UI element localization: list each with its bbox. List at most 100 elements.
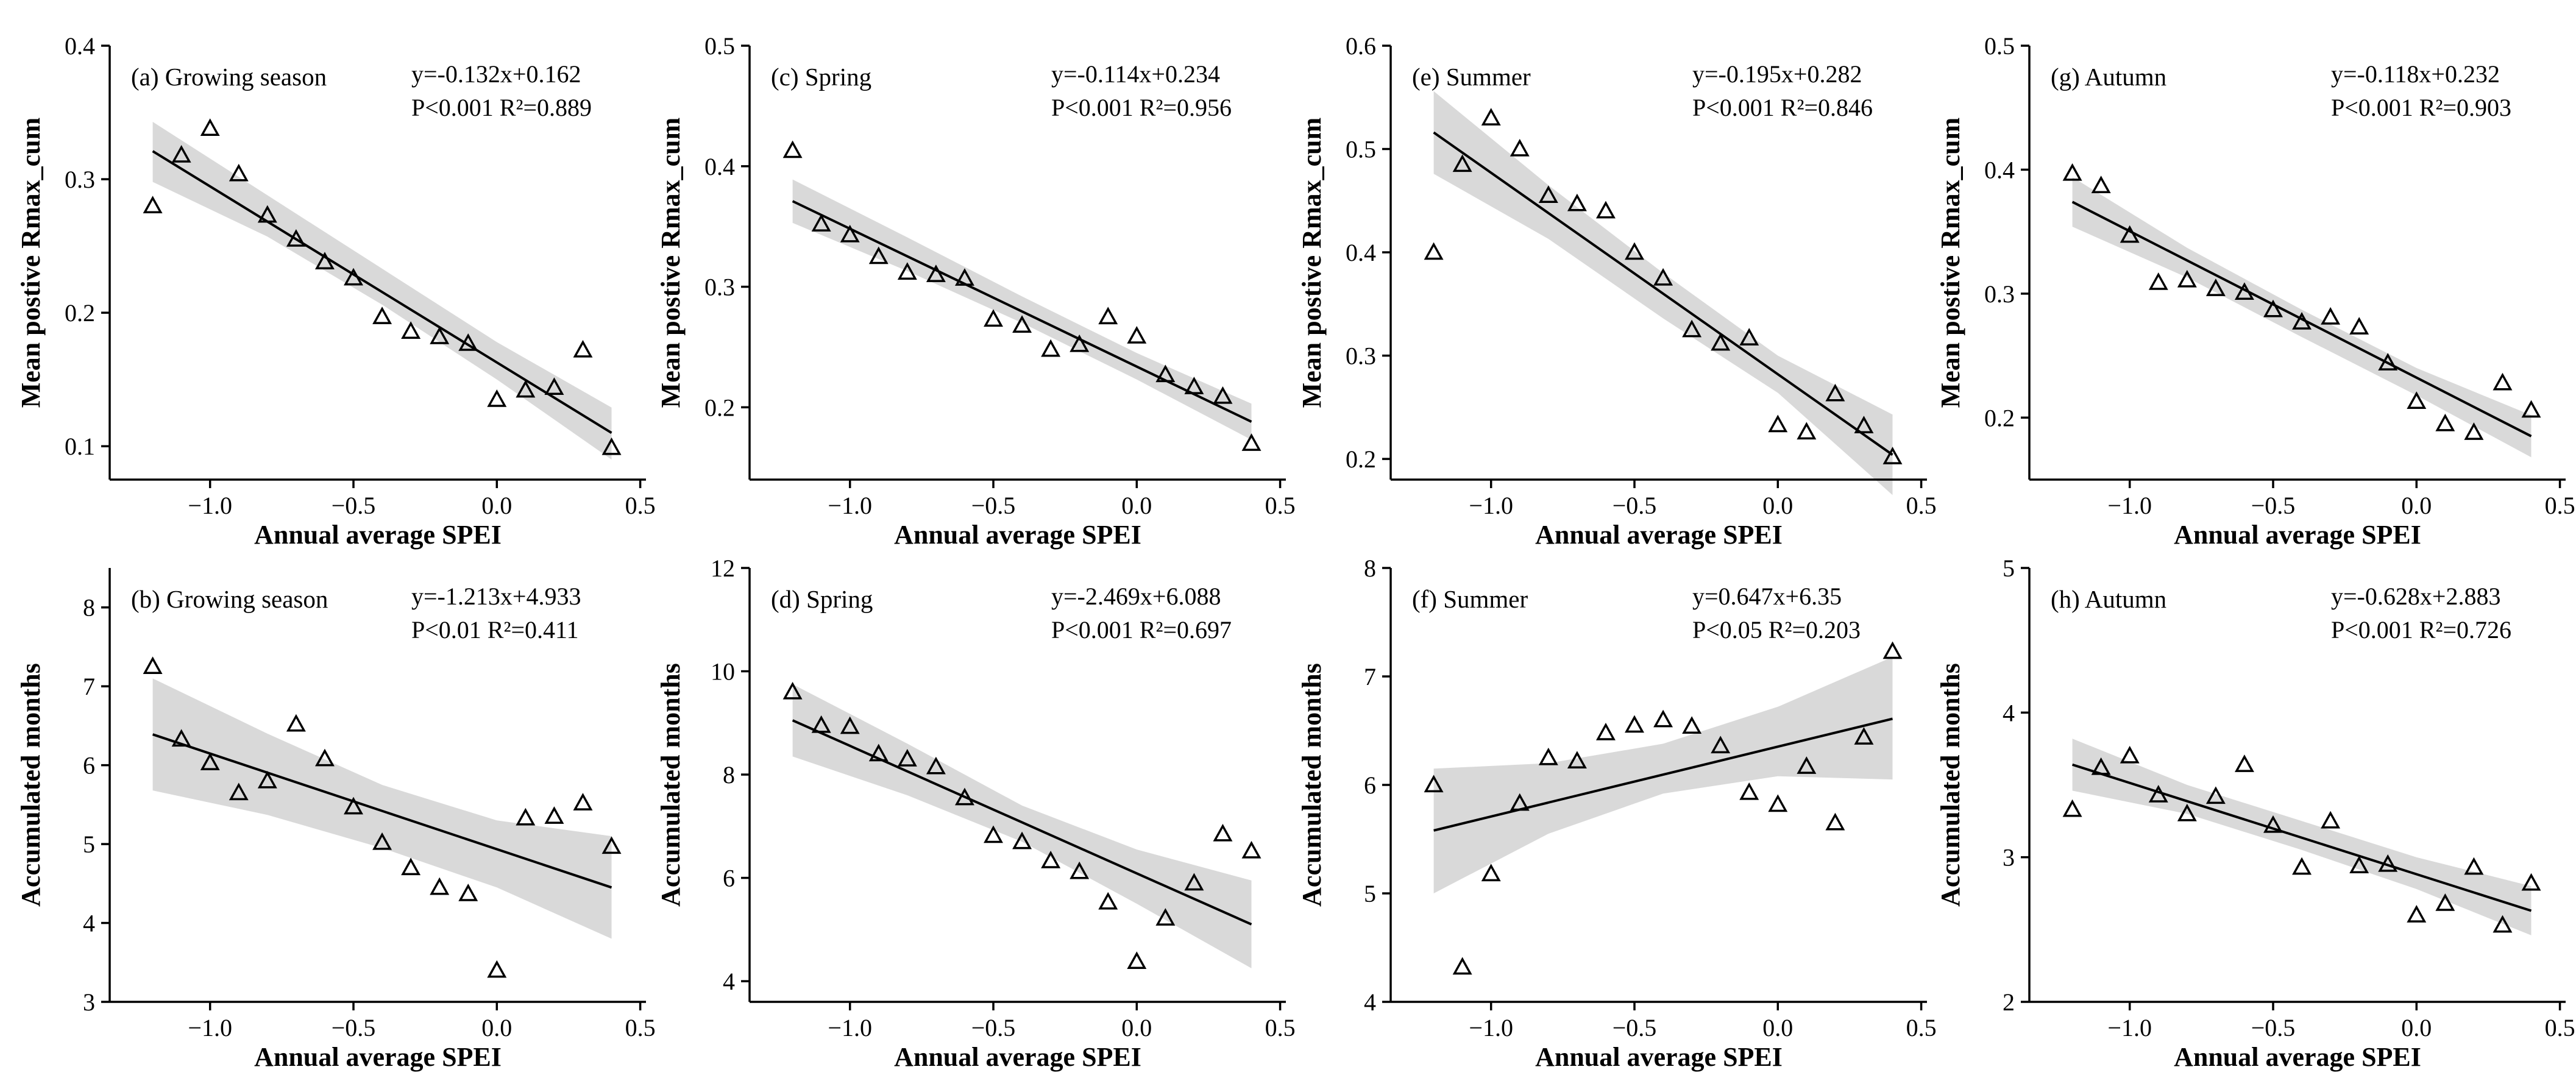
x-tick-label: 0.0: [2401, 1014, 2432, 1041]
y-tick-label: 4: [1364, 988, 1376, 1016]
data-point: [1595, 722, 1616, 740]
data-point: [897, 262, 917, 280]
data-point: [1882, 641, 1903, 659]
data-point: [487, 960, 507, 978]
data-point: [314, 748, 335, 767]
y-tick-label: 0.3: [704, 274, 735, 301]
data-point: [430, 877, 450, 895]
data-point: [1424, 775, 1444, 793]
data-point: [954, 787, 974, 806]
data-point: [1797, 422, 1817, 440]
data-point: [2263, 299, 2283, 317]
confidence-band: [152, 678, 612, 939]
data-point: [840, 716, 860, 734]
data-point: [1452, 154, 1472, 172]
y-tick-label: 0.2: [1984, 404, 2015, 431]
data-point: [2378, 854, 2398, 872]
x-tick-label: 0.0: [1121, 1014, 1152, 1041]
data-point: [143, 656, 163, 674]
y-axis-title: Accumulated months: [16, 663, 46, 907]
y-axis-title: Mean postive Rmax_cum: [656, 118, 686, 408]
y-axis-title: Accumulated months: [1936, 663, 1965, 907]
y-tick-label: 0.3: [65, 166, 95, 193]
y-tick-label: 0.3: [1346, 342, 1376, 370]
data-point: [1653, 709, 1673, 728]
regression-equation: y=-0.195x+0.282: [1692, 60, 1862, 88]
data-point: [229, 163, 249, 182]
y-tick-label: 0.3: [1984, 280, 2015, 308]
x-tick-label: −1.0: [1469, 1014, 1513, 1041]
y-tick-label: 4: [83, 910, 95, 937]
x-tick-label: 0.0: [2401, 492, 2432, 519]
data-point: [811, 715, 831, 733]
data-point: [1711, 333, 1731, 351]
data-point: [2464, 422, 2484, 440]
data-point: [2521, 400, 2541, 418]
y-tick-label: 0.4: [65, 32, 95, 60]
y-tick-label: 6: [723, 865, 735, 892]
data-point: [2234, 282, 2254, 300]
y-tick-label: 5: [2003, 555, 2015, 582]
y-axis-title: Accumulated months: [656, 663, 686, 907]
data-point: [782, 140, 803, 158]
data-point: [1538, 185, 1558, 203]
data-point: [516, 807, 536, 826]
panel-label: (g) Autumn: [2051, 63, 2166, 91]
data-point: [286, 229, 306, 247]
data-point: [601, 437, 622, 455]
data-point: [344, 796, 363, 815]
x-tick-label: −1.0: [2107, 492, 2152, 519]
regression-line: [792, 200, 1252, 423]
x-tick-label: −0.5: [332, 1014, 376, 1041]
data-point: [1098, 307, 1118, 325]
x-tick-label: −0.5: [971, 492, 1016, 519]
x-tick-label: 0.5: [625, 1014, 656, 1041]
data-point: [1653, 268, 1673, 286]
regression-stats: P<0.01 R²=0.411: [411, 616, 579, 644]
data-point: [2321, 811, 2341, 829]
x-tick-label: −0.5: [2251, 1014, 2296, 1041]
data-point: [1155, 908, 1176, 926]
y-tick-label: 3: [2003, 844, 2015, 871]
data-point: [1184, 873, 1204, 891]
x-axis-title: Annual average SPEI: [2174, 520, 2421, 550]
regression-equation: y=-0.132x+0.162: [411, 60, 581, 88]
data-point: [1012, 831, 1032, 850]
data-point: [458, 884, 478, 901]
data-point: [926, 264, 946, 282]
data-point: [171, 145, 191, 163]
data-point: [868, 246, 889, 264]
y-tick-label: 4: [2003, 699, 2015, 726]
panel-h: −1.0 −0.5 0.0 0.5 2 3 4 5 Annual average SPEI Acc…: [1936, 555, 2575, 1072]
data-point: [2148, 272, 2168, 290]
y-axis-title: Accumulated months: [1297, 663, 1327, 907]
data-point: [257, 205, 277, 223]
x-tick-label: −1.0: [188, 1014, 232, 1041]
data-point: [1538, 747, 1558, 765]
regression-line: [792, 719, 1252, 926]
data-point: [401, 857, 421, 876]
x-tick-label: −1.0: [188, 492, 232, 519]
data-point: [1012, 315, 1032, 333]
x-tick-label: 0.5: [1265, 492, 1296, 519]
regression-equation: y=-1.213x+4.933: [411, 583, 581, 610]
data-point: [1481, 108, 1501, 126]
regression-equation: y=-0.114x+0.234: [1051, 60, 1220, 88]
data-point: [1070, 334, 1090, 352]
y-tick-label: 3: [83, 988, 95, 1016]
x-tick-label: 0.0: [1121, 492, 1152, 519]
y-tick-label: 8: [723, 761, 735, 789]
data-point: [2378, 353, 2398, 371]
panel-label: (h) Autumn: [2051, 585, 2166, 613]
data-point: [1567, 751, 1587, 768]
confidence-band: [792, 179, 1252, 440]
panel-d: −1.0 −0.5 0.0 0.5 4 6 8 10 12 Annual average SPEI…: [656, 555, 1296, 1072]
data-point: [200, 118, 220, 136]
y-tick-label: 0.2: [704, 394, 735, 421]
data-point: [1854, 727, 1874, 745]
y-tick-label: 0.2: [65, 299, 95, 327]
y-tick-label: 5: [83, 831, 95, 858]
data-point: [2234, 754, 2254, 772]
y-tick-label: 0.5: [704, 32, 735, 60]
data-point: [1184, 377, 1204, 394]
